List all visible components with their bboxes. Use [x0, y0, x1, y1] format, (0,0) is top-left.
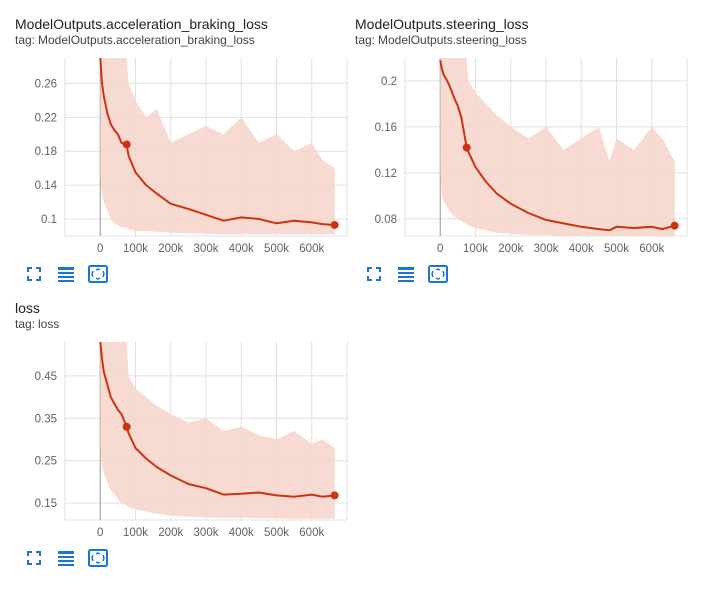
toggle-y-log-button[interactable]: [55, 548, 77, 568]
fit-domain-icon: [366, 266, 382, 282]
tag-value: loss: [38, 317, 60, 331]
card-tag: tag: loss: [15, 317, 355, 331]
fit-to-data-button[interactable]: [87, 548, 109, 568]
y-tick-label: 0.22: [35, 112, 57, 124]
data-point: [122, 422, 131, 431]
data-point: [670, 221, 679, 230]
x-tick-label: 200k: [158, 527, 183, 539]
x-tick-label: 100k: [463, 243, 488, 255]
toggle-y-log-icon: [397, 266, 415, 282]
data-point: [122, 140, 131, 149]
y-tick-label: 0.25: [35, 456, 57, 468]
x-tick-label: 0: [97, 527, 103, 539]
chart-card-acceleration-braking: ModelOutputs.acceleration_braking_loss t…: [15, 16, 355, 283]
y-tick-label: 0.26: [35, 78, 57, 90]
smoothed-series-line: [99, 341, 335, 498]
x-tick-label: 400k: [229, 243, 254, 255]
x-tick-label: 200k: [158, 243, 183, 255]
smoothed-series-line: [99, 57, 335, 226]
x-tick-label: 300k: [194, 243, 219, 255]
chart-card-steering: ModelOutputs.steering_loss tag: ModelOutp…: [355, 16, 695, 283]
smoothed-series-line: [439, 60, 675, 232]
y-tick-label: 0.18: [35, 146, 57, 158]
tag-prefix: tag:: [15, 317, 36, 331]
x-tick-label: 300k: [534, 243, 559, 255]
toggle-y-log-button[interactable]: [55, 264, 77, 284]
x-tick-label: 0: [437, 243, 443, 255]
fit-to-data-button[interactable]: [427, 264, 449, 284]
x-tick-label: 500k: [264, 243, 289, 255]
data-point: [330, 220, 339, 229]
x-tick-label: 600k: [299, 243, 324, 255]
y-tick-label: 0.15: [35, 498, 57, 510]
y-tick-label: 0.08: [375, 214, 397, 226]
fit-to-data-icon: [88, 549, 108, 567]
x-tick-label: 400k: [569, 243, 594, 255]
fit-to-data-icon: [428, 265, 448, 283]
raw-data-band: [440, 58, 675, 236]
tag-prefix: tag:: [15, 33, 36, 47]
fit-domain-button[interactable]: [23, 548, 45, 568]
raw-data-band: [100, 342, 335, 519]
x-tick-label: 600k: [639, 243, 664, 255]
y-tick-label: 0.1: [41, 214, 57, 226]
card-title: loss: [15, 300, 40, 316]
y-tick-label: 0.45: [35, 371, 57, 383]
x-tick-label: 100k: [123, 243, 148, 255]
chart-toolbar: [363, 264, 449, 284]
x-tick-label: 400k: [229, 527, 254, 539]
toggle-y-log-button[interactable]: [395, 264, 417, 284]
chart-toolbar: [23, 264, 109, 284]
x-tick-label: 100k: [123, 527, 148, 539]
data-point: [462, 143, 471, 152]
data-point: [330, 491, 339, 500]
card-title: ModelOutputs.steering_loss: [355, 16, 529, 32]
chart-card-loss: loss tag: loss 0.15 0.25 0.35 0.45 0 100k 200k 3…: [15, 300, 355, 567]
line-chart[interactable]: 0.08 0.12 0.16 0.2 0 100k 200k 300k 400k 500k 600k: [355, 58, 690, 258]
fit-domain-icon: [26, 550, 42, 566]
raw-data-band: [100, 58, 335, 235]
tag-value: ModelOutputs.acceleration_braking_loss: [38, 33, 255, 47]
card-tag: tag: ModelOutputs.acceleration_braking_lo…: [15, 33, 355, 47]
fit-to-data-icon: [88, 265, 108, 283]
x-tick-label: 0: [97, 243, 103, 255]
fit-domain-button[interactable]: [363, 264, 385, 284]
y-tick-label: 0.35: [35, 413, 57, 425]
y-tick-label: 0.12: [375, 168, 397, 180]
line-chart[interactable]: 0.15 0.25 0.35 0.45 0 100k 200k 300k 400k 500k 600…: [15, 341, 350, 542]
tag-prefix: tag:: [355, 33, 376, 47]
card-title: ModelOutputs.acceleration_braking_loss: [15, 16, 268, 32]
fit-domain-button[interactable]: [23, 264, 45, 284]
line-chart[interactable]: 0.1 0.14 0.18 0.22 0.26 0 100k 200k 300k 400k 500k…: [15, 57, 350, 258]
y-tick-label: 0.14: [35, 180, 58, 192]
y-tick-label: 0.2: [381, 76, 397, 88]
x-tick-label: 500k: [604, 243, 629, 255]
chart-toolbar: [23, 548, 109, 568]
x-tick-label: 200k: [498, 243, 523, 255]
x-tick-label: 300k: [194, 527, 219, 539]
x-tick-label: 600k: [299, 527, 324, 539]
tag-value: ModelOutputs.steering_loss: [378, 33, 527, 47]
toggle-y-log-icon: [57, 550, 75, 566]
x-tick-label: 500k: [264, 527, 289, 539]
fit-domain-icon: [26, 266, 42, 282]
fit-to-data-button[interactable]: [87, 264, 109, 284]
card-tag: tag: ModelOutputs.steering_loss: [355, 33, 695, 47]
toggle-y-log-icon: [57, 266, 75, 282]
y-tick-label: 0.16: [375, 122, 397, 134]
